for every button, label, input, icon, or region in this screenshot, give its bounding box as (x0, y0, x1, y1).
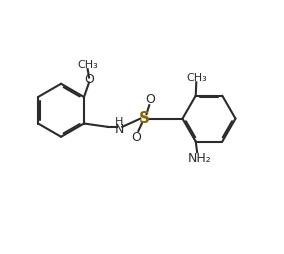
Text: O: O (131, 131, 141, 144)
Text: O: O (84, 73, 94, 86)
Text: NH₂: NH₂ (188, 152, 212, 165)
Text: CH₃: CH₃ (186, 73, 207, 83)
Text: N: N (115, 123, 124, 136)
Text: CH₃: CH₃ (77, 60, 98, 70)
Text: O: O (145, 93, 155, 106)
Text: H: H (115, 117, 124, 127)
Text: S: S (139, 111, 150, 126)
